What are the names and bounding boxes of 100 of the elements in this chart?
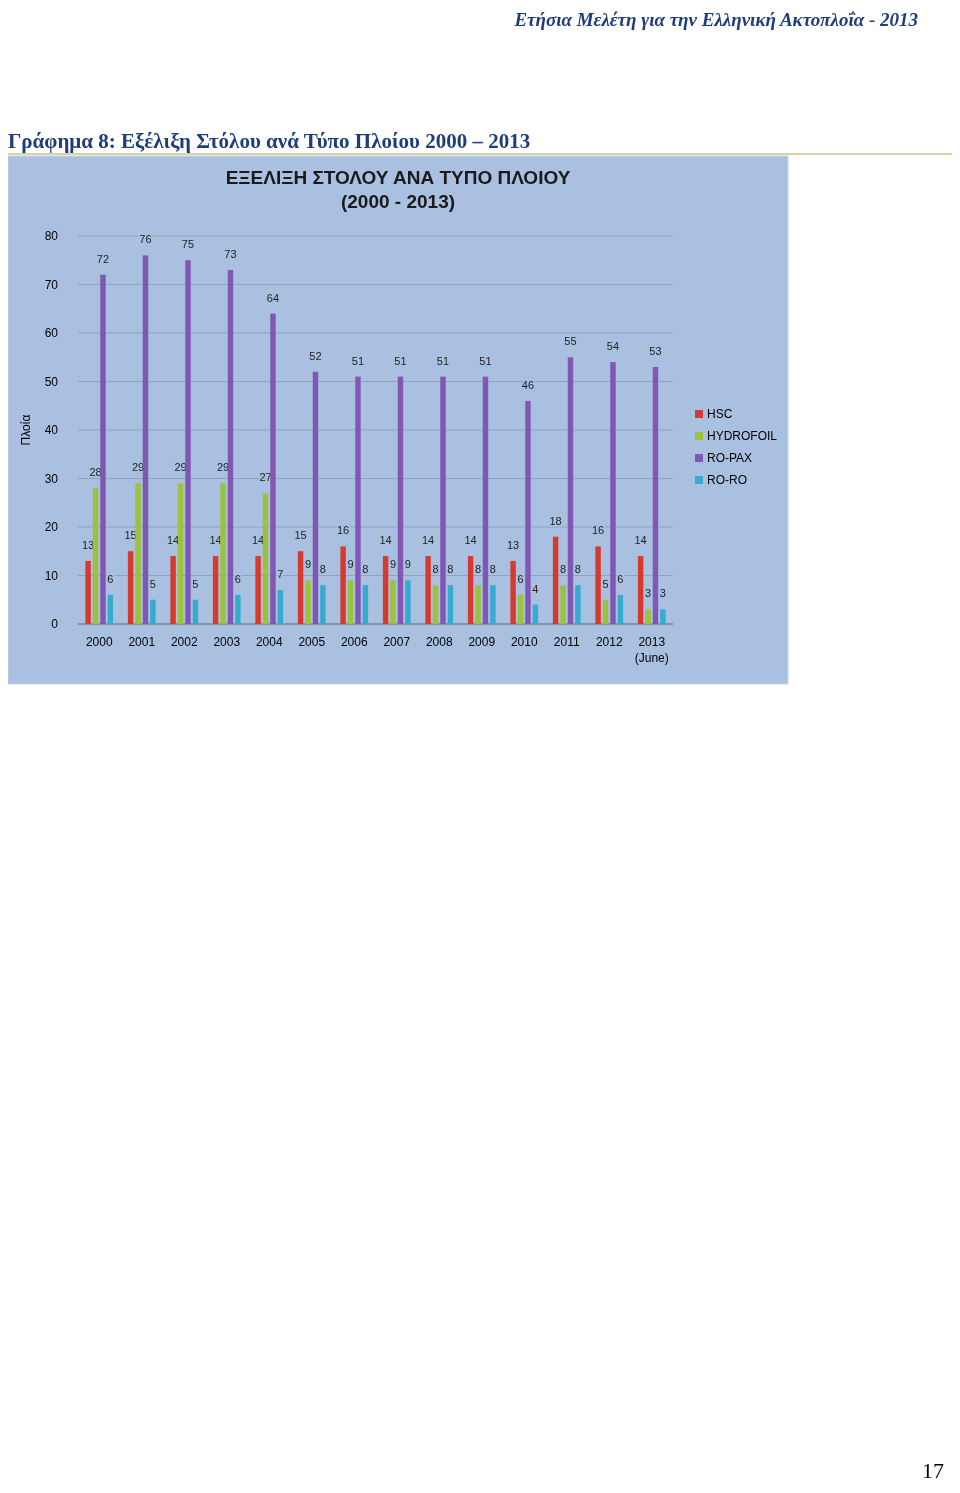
bar xyxy=(645,609,651,624)
bar xyxy=(92,488,99,624)
data-label: 8 xyxy=(447,563,454,576)
data-label: 8 xyxy=(362,563,369,576)
bar xyxy=(235,594,241,624)
bar xyxy=(305,580,311,624)
data-label: 5 xyxy=(602,577,609,590)
data-label: 76 xyxy=(139,233,152,246)
bar xyxy=(297,551,304,624)
data-label: 51 xyxy=(436,354,450,367)
data-label: 55 xyxy=(564,335,577,348)
bar xyxy=(660,609,666,624)
bar xyxy=(100,274,106,624)
data-label: 13 xyxy=(506,538,520,551)
bar xyxy=(490,585,496,624)
bar xyxy=(552,536,559,624)
y-axis-title: Πλοία xyxy=(19,414,33,446)
x-tick-label: 2003 xyxy=(213,635,241,649)
bar xyxy=(517,594,524,624)
data-label: 51 xyxy=(351,354,365,367)
bar xyxy=(382,556,389,624)
bar xyxy=(425,556,431,624)
data-label: 51 xyxy=(394,354,407,367)
bar xyxy=(170,556,176,624)
bar xyxy=(262,493,269,624)
bar xyxy=(150,599,156,624)
data-label: 73 xyxy=(224,247,237,260)
data-label: 9 xyxy=(304,558,312,571)
bar xyxy=(355,376,361,624)
chart-title: ΕΞΕΛΙΞΗ ΣΤΟΛΟΥ ΑΝΑ ΤΥΠΟ ΠΛΟΙΟΥ (2000 - 2013) xyxy=(225,167,571,212)
y-tick-label: 60 xyxy=(44,326,59,340)
x-tick-label: 2002 xyxy=(170,635,198,649)
bar xyxy=(475,585,481,624)
data-label: 8 xyxy=(574,563,581,576)
bar xyxy=(177,483,184,624)
bar xyxy=(277,590,284,624)
legend-label: RO-RO xyxy=(707,473,747,487)
y-tick-label: 50 xyxy=(44,374,59,389)
bar xyxy=(637,556,644,624)
data-label: 8 xyxy=(474,563,482,576)
x-tick-label: 2008 xyxy=(425,635,453,649)
data-label: 8 xyxy=(432,563,439,576)
bar xyxy=(127,551,134,624)
bar xyxy=(432,585,439,624)
data-label: 7 xyxy=(277,568,284,581)
data-label: 9 xyxy=(347,558,354,571)
legend-label: HSC xyxy=(707,407,733,421)
data-label: 8 xyxy=(559,563,567,576)
bar xyxy=(567,357,574,624)
data-label: 3 xyxy=(644,587,652,600)
data-label: 9 xyxy=(404,558,411,571)
bar xyxy=(340,546,346,624)
x-tick-label: 2000 xyxy=(85,635,113,649)
data-label: 8 xyxy=(489,563,496,576)
y-tick-label: 30 xyxy=(44,471,59,486)
data-label: 29 xyxy=(174,461,187,474)
bar xyxy=(440,376,446,624)
data-label: 4 xyxy=(532,582,539,595)
x-tick-label: 2011 xyxy=(553,635,580,649)
data-label: 14 xyxy=(251,534,265,547)
bar xyxy=(362,585,369,624)
legend-label: HYDROFOIL xyxy=(707,429,778,443)
bar xyxy=(447,585,454,624)
bar xyxy=(347,580,354,624)
data-label: 14 xyxy=(634,534,647,547)
bar xyxy=(227,269,234,624)
bar xyxy=(135,483,141,624)
bar xyxy=(602,599,609,624)
data-label: 51 xyxy=(479,354,492,367)
data-label: 52 xyxy=(309,349,322,362)
x-tick-label: 2012 xyxy=(595,635,623,649)
bar xyxy=(192,599,199,624)
y-tick-label: 20 xyxy=(44,520,59,534)
data-label: 13 xyxy=(81,538,95,551)
legend-label: RO-PAX xyxy=(707,451,753,465)
data-label: 14 xyxy=(379,534,392,547)
data-label: 28 xyxy=(89,466,102,479)
data-label: 72 xyxy=(96,252,110,265)
bar xyxy=(575,585,581,624)
data-label: 6 xyxy=(517,572,524,585)
bar xyxy=(560,585,566,624)
data-label: 9 xyxy=(389,558,397,571)
data-label: 14 xyxy=(421,534,435,547)
data-label: 6 xyxy=(234,572,241,585)
text: 17 xyxy=(922,1458,944,1483)
bar xyxy=(482,376,489,624)
x-tick-label: 2007 xyxy=(383,635,411,649)
data-label: 15 xyxy=(294,529,307,542)
data-label: 29 xyxy=(131,461,145,474)
data-label: 14 xyxy=(464,534,477,547)
data-label: 8 xyxy=(319,563,326,576)
data-label: 5 xyxy=(149,577,156,590)
data-label: 27 xyxy=(259,471,272,484)
data-label: 3 xyxy=(659,587,666,600)
x-tick-label: 2005 xyxy=(298,635,326,649)
y-tick-label: 70 xyxy=(44,277,59,292)
bar xyxy=(107,594,114,624)
data-label: 16 xyxy=(591,524,605,537)
bar xyxy=(390,580,396,624)
data-label: 6 xyxy=(617,572,624,585)
